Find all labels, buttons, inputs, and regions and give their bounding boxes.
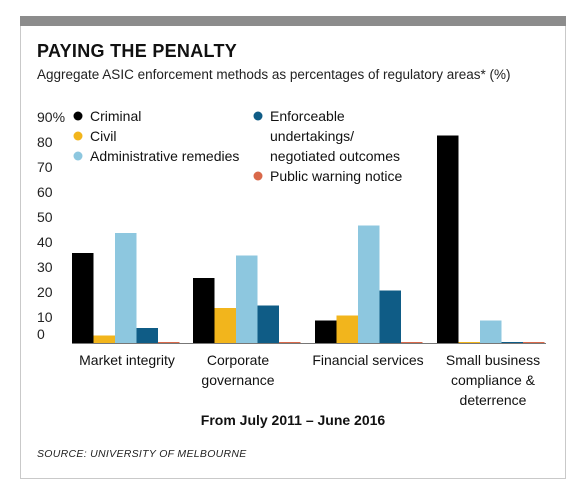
legend-label: negotiated outcomes: [270, 148, 400, 164]
category-label: Financial services: [312, 352, 423, 368]
chart-frame: [20, 16, 566, 479]
legend-label: Criminal: [90, 108, 141, 124]
bar: [115, 233, 137, 343]
bar: [236, 255, 258, 343]
category-label: Small business: [446, 352, 540, 368]
legend-label: Enforceable: [270, 108, 345, 124]
y-tick-label: 60: [37, 184, 53, 200]
y-tick-label: 10: [37, 309, 53, 325]
y-tick-label: 40: [37, 234, 53, 250]
y-tick-label: 30: [37, 259, 53, 275]
x-axis-label: From July 2011 – June 2016: [201, 412, 386, 428]
bar: [136, 328, 158, 343]
y-tick-label: 50: [37, 209, 53, 225]
bar: [257, 305, 279, 343]
bar: [158, 342, 180, 343]
bar: [315, 320, 337, 343]
bar: [401, 342, 423, 343]
y-tick-label: 70: [37, 159, 53, 175]
category-label: Corporate: [207, 352, 269, 368]
top-accent-bar: [20, 16, 566, 26]
chart-subtitle: Aggregate ASIC enforcement methods as pe…: [37, 67, 511, 82]
legend-label: Civil: [90, 128, 116, 144]
bar: [358, 225, 380, 343]
bar: [93, 335, 115, 343]
bar: [523, 342, 545, 343]
y-tick-label: 90%: [37, 109, 65, 125]
bar: [437, 135, 459, 343]
bar: [458, 342, 480, 343]
legend-label: Administrative remedies: [90, 148, 239, 164]
bar: [193, 278, 215, 343]
category-label: governance: [201, 372, 274, 388]
category-label: Market integrity: [79, 352, 175, 368]
category-label: deterrence: [460, 392, 527, 408]
legend-marker: [253, 171, 263, 181]
legend-marker: [73, 131, 83, 141]
bar: [72, 253, 94, 343]
y-tick-label: 20: [37, 284, 53, 300]
bar: [379, 290, 401, 343]
legend-marker: [73, 151, 83, 161]
y-tick-label: 80: [37, 134, 53, 150]
bar: [279, 342, 301, 343]
bar: [214, 308, 236, 343]
y-tick-label: 0: [37, 326, 45, 342]
bar: [480, 320, 502, 343]
legend-label: undertakings/: [270, 128, 354, 144]
legend-label: Public warning notice: [270, 168, 403, 184]
bar: [336, 315, 358, 343]
source-note: SOURCE: UNIVERSITY OF MELBOURNE: [37, 448, 247, 460]
legend-marker: [73, 111, 83, 121]
legend-marker: [253, 111, 263, 121]
chart-title: PAYING THE PENALTY: [37, 41, 238, 61]
bar: [501, 342, 523, 343]
category-label: compliance &: [451, 372, 536, 388]
